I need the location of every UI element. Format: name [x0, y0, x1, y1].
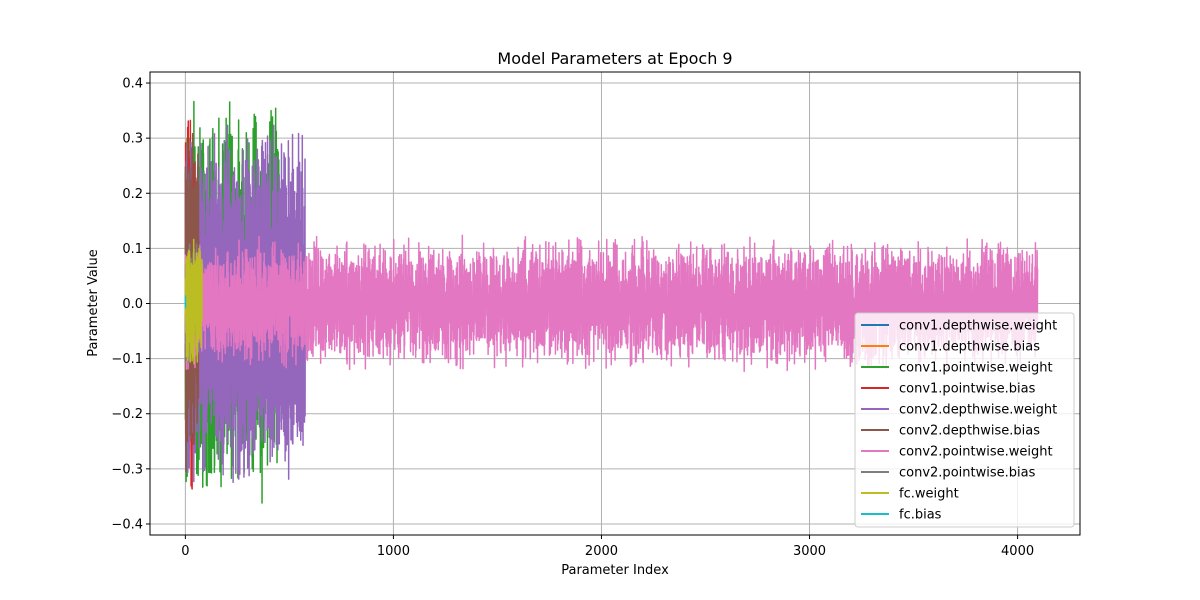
legend-label: conv2.pointwise.weight [899, 445, 1053, 460]
legend-label: conv1.depthwise.weight [899, 319, 1057, 334]
x-axis-title: Parameter Index [561, 563, 669, 578]
y-tick-label: −0.2 [111, 407, 143, 422]
y-tick-label: 0.3 [122, 132, 143, 147]
x-tick-label: 3000 [793, 544, 826, 559]
legend-box [854, 312, 1075, 528]
legend-label: conv1.pointwise.weight [899, 361, 1053, 376]
y-axis-title: Parameter Value [86, 249, 101, 356]
y-tick-label: 0.0 [122, 297, 143, 312]
series-line [184, 234, 1039, 373]
plot-series [184, 100, 1039, 504]
legend: conv1.depthwise.weight conv1.depthwise.bi… [854, 312, 1075, 528]
y-tick-label: −0.1 [111, 352, 143, 367]
x-tick-label: 4000 [1001, 544, 1034, 559]
x-tick-label: 1000 [377, 544, 410, 559]
x-tick-label: 0 [181, 544, 189, 559]
chart-title: Model Parameters at Epoch 9 [497, 49, 732, 68]
y-tick-label: 0.4 [122, 77, 143, 92]
legend-label: fc.bias [899, 508, 942, 523]
y-tick-label: −0.4 [111, 517, 143, 532]
y-tick-label: 0.2 [122, 187, 143, 202]
series-line [184, 238, 203, 365]
legend-label: conv2.pointwise.bias [899, 466, 1036, 481]
legend-label: conv1.depthwise.bias [899, 340, 1040, 355]
legend-label: conv2.depthwise.weight [899, 403, 1057, 418]
legend-label: fc.weight [899, 487, 959, 502]
axis-ticks: 0 1000 2000 3000 4000 −0.4 −0.3 −0.2 −0.1 0.0 0.1 0… [111, 77, 1034, 559]
legend-label: conv2.depthwise.bias [899, 424, 1040, 439]
y-tick-label: −0.3 [111, 462, 143, 477]
y-tick-label: 0.1 [122, 242, 143, 257]
x-tick-label: 2000 [585, 544, 618, 559]
legend-label: conv1.pointwise.bias [899, 382, 1036, 397]
